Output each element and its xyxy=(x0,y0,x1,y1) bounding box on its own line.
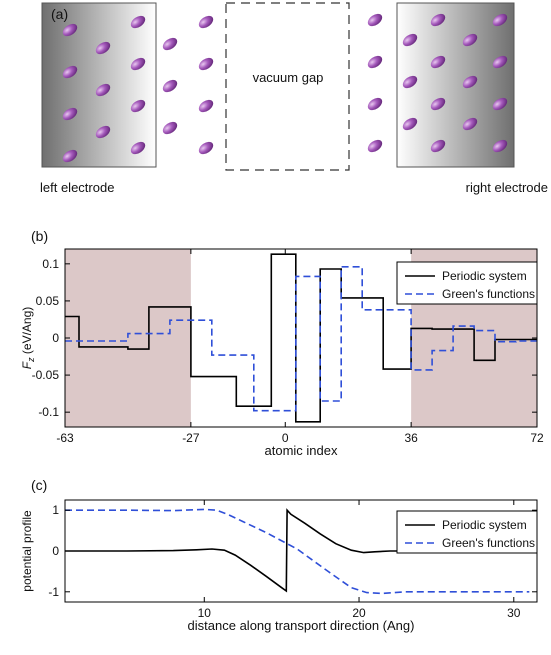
chart-b-x-tick-label: 72 xyxy=(530,431,544,445)
chart-b-y-tick-label: -0.1 xyxy=(38,405,59,419)
atom xyxy=(130,57,146,71)
panel-b: (b) -63 -27 0 36 72 0.1 0.05 0 -0.05 -0.1 Periodic… xyxy=(20,228,544,458)
vacuum-gap-box xyxy=(225,2,350,171)
left-electrode-label: left electrode xyxy=(40,180,114,195)
panel-a-label: (a) xyxy=(51,6,68,22)
atom xyxy=(62,23,78,37)
chart-b-shaded-region xyxy=(65,249,191,427)
chart-b: -63 -27 0 36 72 0.1 0.05 0 -0.05 -0.1 Periodic sys… xyxy=(32,248,544,445)
chart-b-legend-label: Periodic system xyxy=(442,269,527,283)
atom xyxy=(62,149,78,163)
chart-b-x-tick-label: -63 xyxy=(56,431,74,445)
chart-c-x-tick-label: 30 xyxy=(507,606,521,620)
atom xyxy=(130,99,146,113)
left-electrode xyxy=(41,2,157,168)
atom xyxy=(162,37,178,51)
chart-c-series-greens-functions-line xyxy=(65,508,530,595)
chart-c-legend-label: Periodic system xyxy=(442,518,527,532)
atom xyxy=(162,121,178,135)
atom xyxy=(492,55,508,69)
atom xyxy=(367,13,383,27)
atom xyxy=(198,57,214,71)
atom xyxy=(430,13,446,27)
chart-b-xlabel: atomic index xyxy=(265,443,338,458)
atom xyxy=(130,15,146,29)
atom xyxy=(402,75,418,89)
chart-c-y-tick-label: 1 xyxy=(52,503,59,517)
chart-b-y-tick-label: -0.05 xyxy=(32,368,60,382)
atom xyxy=(492,97,508,111)
atom xyxy=(95,41,111,55)
atom xyxy=(198,99,214,113)
atom xyxy=(367,55,383,69)
atom xyxy=(462,75,478,89)
panel-a: (a) vacuum gap left electrode right elec… xyxy=(40,2,548,195)
atom xyxy=(198,15,214,29)
chart-c-series-periodic-system-line xyxy=(65,508,530,593)
atom xyxy=(492,13,508,27)
atom xyxy=(462,33,478,47)
chart-c-y-tick-label: 0 xyxy=(52,544,59,558)
vacuum-gap-label: vacuum gap xyxy=(253,70,324,85)
atom xyxy=(367,139,383,153)
atom-lattice xyxy=(62,13,508,163)
chart-b-series-greens-functions-line xyxy=(65,265,537,412)
atom xyxy=(430,55,446,69)
atom xyxy=(430,97,446,111)
atom xyxy=(492,139,508,153)
panel-c-label: (c) xyxy=(31,477,47,493)
chart-b-y-tick-label: 0.05 xyxy=(36,294,60,308)
right-electrode-label: right electrode xyxy=(466,180,548,195)
atom xyxy=(462,117,478,131)
chart-c-plot-area xyxy=(65,508,530,595)
chart-b-x-tick-label: 36 xyxy=(404,431,418,445)
atom xyxy=(62,107,78,121)
chart-c-xlabel: distance along transport direction (Ang) xyxy=(188,618,415,633)
chart-b-ylabel: Fz (eV/Ang) xyxy=(20,307,36,370)
atom xyxy=(402,33,418,47)
chart-c-ylabel: potential profile xyxy=(20,510,34,592)
atom xyxy=(402,117,418,131)
atom xyxy=(198,141,214,155)
atom xyxy=(162,79,178,93)
atom xyxy=(95,125,111,139)
chart-c-y-tick-label: -1 xyxy=(48,585,59,599)
atom xyxy=(130,141,146,155)
chart-c-x-tick-label: 20 xyxy=(352,606,366,620)
chart-b-x-tick-label: -27 xyxy=(182,431,200,445)
atom xyxy=(95,83,111,97)
chart-b-y-tick-label: 0 xyxy=(52,331,59,345)
chart-c-legend xyxy=(396,510,538,554)
atom xyxy=(430,139,446,153)
chart-c-legend-label: Green's functions xyxy=(442,536,535,550)
chart-b-y-tick-label: 0.1 xyxy=(42,257,59,271)
chart-b-legend xyxy=(396,261,538,305)
atom xyxy=(62,65,78,79)
chart-b-legend-label: Green's functions xyxy=(442,287,535,301)
chart-b-x-tick-label: 0 xyxy=(282,431,289,445)
panel-b-label: (b) xyxy=(31,228,48,244)
atom xyxy=(367,97,383,111)
chart-c-x-tick-label: 10 xyxy=(198,606,212,620)
chart-b-plot-area xyxy=(65,253,537,423)
right-electrode xyxy=(396,2,515,168)
